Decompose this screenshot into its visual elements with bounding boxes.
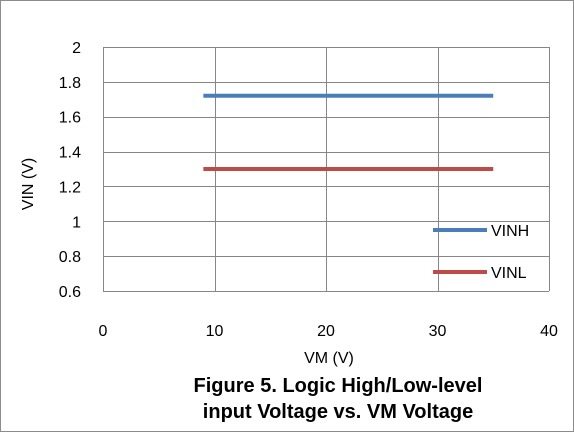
x-tick-label: 0 <box>99 323 108 340</box>
figure-caption-line-2: input Voltage vs. VM Voltage <box>202 401 474 423</box>
y-tick-label: 1.4 <box>59 145 81 162</box>
x-tick-labels: 0 10 20 30 40 <box>99 323 558 340</box>
legend: VINH VINL <box>433 223 529 282</box>
y-tick-labels: 0.6 0.8 1 1.2 1.4 1.6 1.8 2 <box>59 40 81 301</box>
legend-label-vinl: VINL <box>491 265 527 282</box>
x-tick-label: 30 <box>429 323 447 340</box>
y-tick-label: 1 <box>72 214 81 231</box>
figure-caption: Figure 5. Logic High/Low-level input Vol… <box>1 373 574 425</box>
y-tick-label: 0.8 <box>59 249 81 266</box>
y-tick-label: 1.2 <box>59 179 81 196</box>
y-axis-title: VIN (V) <box>20 158 37 210</box>
x-tick-label: 40 <box>540 323 558 340</box>
figure-caption-line-1: Figure 5. Logic High/Low-level <box>193 375 483 397</box>
series-lines <box>203 93 494 171</box>
x-tick-label: 20 <box>317 323 335 340</box>
y-tick-label: 2 <box>72 40 81 57</box>
x-axis-title: VM (V) <box>304 350 354 367</box>
y-tick-label: 1.6 <box>59 110 81 127</box>
grid <box>103 47 550 292</box>
x-tick-label: 10 <box>206 323 224 340</box>
legend-label-vinh: VINH <box>491 223 529 240</box>
y-tick-label: 1.8 <box>59 75 81 92</box>
y-tick-label: 0.6 <box>59 284 81 301</box>
chart: 0.60.811.21.41.61.82 0 10 20 30 40 VINHVINL … <box>20 40 558 367</box>
